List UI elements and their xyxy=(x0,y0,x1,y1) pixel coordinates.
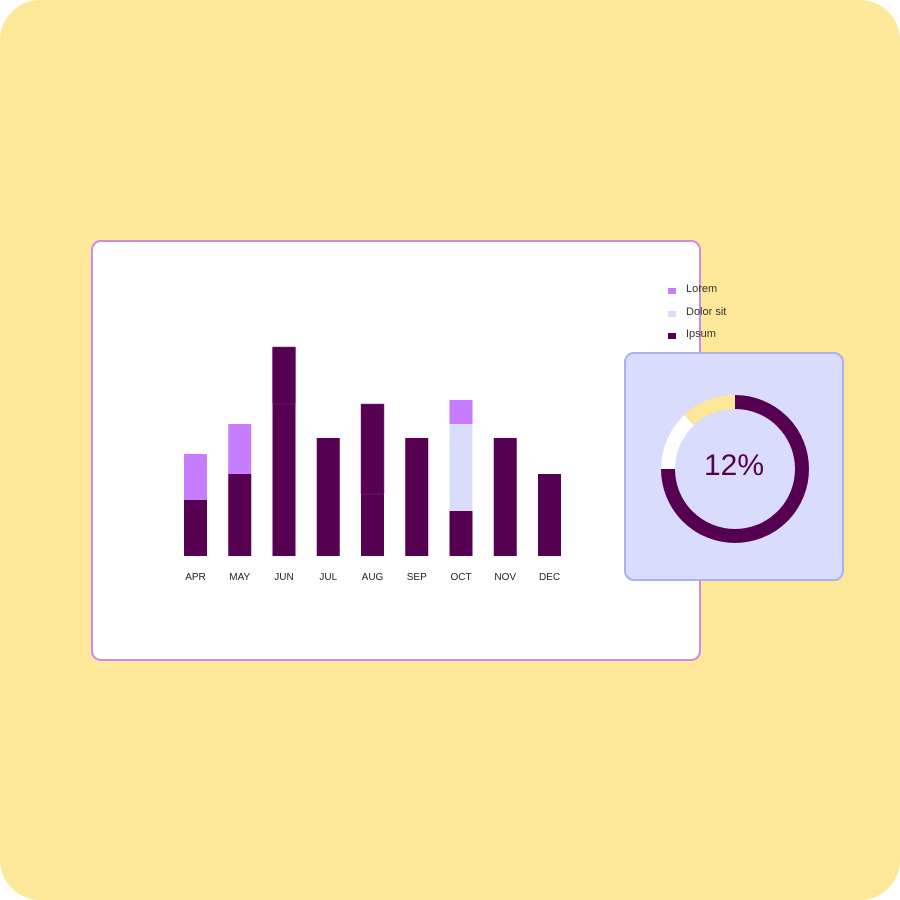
x-tick-label: APR xyxy=(185,572,206,583)
donut-card: 12% xyxy=(624,352,844,581)
legend-swatch-lorem xyxy=(668,288,676,294)
bar-nov-ipsum xyxy=(493,438,517,556)
x-tick-label: AUG xyxy=(362,572,384,583)
x-tick-label: NOV xyxy=(494,572,516,583)
bar-dec-ipsum xyxy=(538,474,561,556)
bar-jul-ipsum xyxy=(316,438,340,556)
bar-aug-ipsum xyxy=(361,494,384,556)
legend-swatch-ipsum xyxy=(668,333,676,339)
bar-oct-lorem xyxy=(449,400,473,424)
x-tick-label: DEC xyxy=(539,572,560,583)
legend-label: Lorem xyxy=(686,283,718,295)
bar-oct-dolor-sit xyxy=(449,424,473,511)
bar-apr-ipsum xyxy=(184,500,207,556)
donut-slice-0 xyxy=(661,395,809,543)
bar-sep-ipsum xyxy=(405,438,429,556)
bar-may-lorem xyxy=(228,424,252,474)
donut-chart xyxy=(661,395,809,543)
donut-slice-1 xyxy=(661,415,695,470)
x-tick-label: OCT xyxy=(450,572,471,583)
bar-aug-segment xyxy=(360,403,385,495)
bar-chart-card: Lorem Dolor sit Ipsum xyxy=(91,240,726,661)
donut-slice-2 xyxy=(684,395,736,426)
bar-apr-lorem xyxy=(184,454,207,500)
legend-label: Ipsum xyxy=(686,328,716,340)
x-tick-label: SEP xyxy=(407,572,427,583)
x-tick-label: JUN xyxy=(274,572,293,583)
x-tick-label: MAY xyxy=(229,572,250,583)
bar-may-ipsum xyxy=(228,474,252,556)
bar-oct-ipsum xyxy=(449,511,473,556)
x-tick-label: JUL xyxy=(319,572,337,583)
legend-label: Dolor sit xyxy=(686,306,727,318)
legend-swatch-dolor-sit xyxy=(668,311,676,317)
bar-jun-ipsum xyxy=(272,404,296,556)
bar-jun-segment xyxy=(272,346,296,405)
donut-percent-label: 12% xyxy=(703,449,765,482)
